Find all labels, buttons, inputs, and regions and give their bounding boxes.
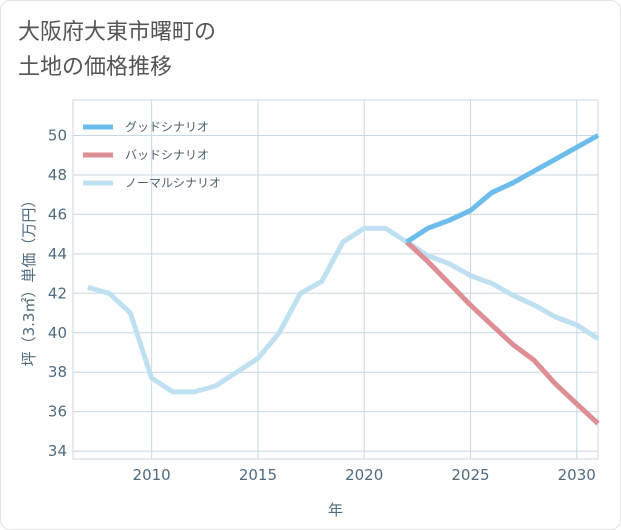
title-line-1: 大阪府大東市曙町の: [18, 20, 217, 45]
legend-label-1: バッドシナリオ: [125, 148, 209, 162]
y-tick-label: 36: [48, 403, 67, 421]
y-tick-label: 40: [48, 324, 67, 342]
y-axis-label: 坪（3.3㎡）単価（万円）: [20, 193, 38, 367]
y-tick-label: 48: [48, 166, 67, 184]
y-tick-label: 44: [48, 245, 67, 263]
x-tick-label: 2020: [345, 466, 383, 484]
y-tick-label: 34: [48, 442, 67, 460]
x-tick-label: 2010: [133, 466, 171, 484]
x-tick-label: 2015: [239, 466, 277, 484]
series-line-0: [405, 133, 600, 245]
y-tick-label: 42: [48, 284, 67, 302]
y-tick-label: 46: [48, 205, 67, 223]
series-line-1: [405, 240, 600, 426]
chart-title: 大阪府大東市曙町の 土地の価格推移: [18, 15, 216, 85]
plot-area-border: [72, 99, 599, 460]
x-tick-label: 2025: [451, 466, 489, 484]
series-line-2: [87, 225, 600, 395]
legend-label-0: グッドシナリオ: [125, 120, 209, 134]
x-tick-label: 2030: [558, 466, 596, 484]
y-tick-label: 50: [48, 127, 67, 145]
x-axis-label: 年: [328, 501, 343, 519]
legend-label-2: ノーマルシナリオ: [125, 176, 221, 190]
y-tick-label: 38: [48, 363, 67, 381]
title-line-2: 土地の価格推移: [18, 55, 173, 80]
